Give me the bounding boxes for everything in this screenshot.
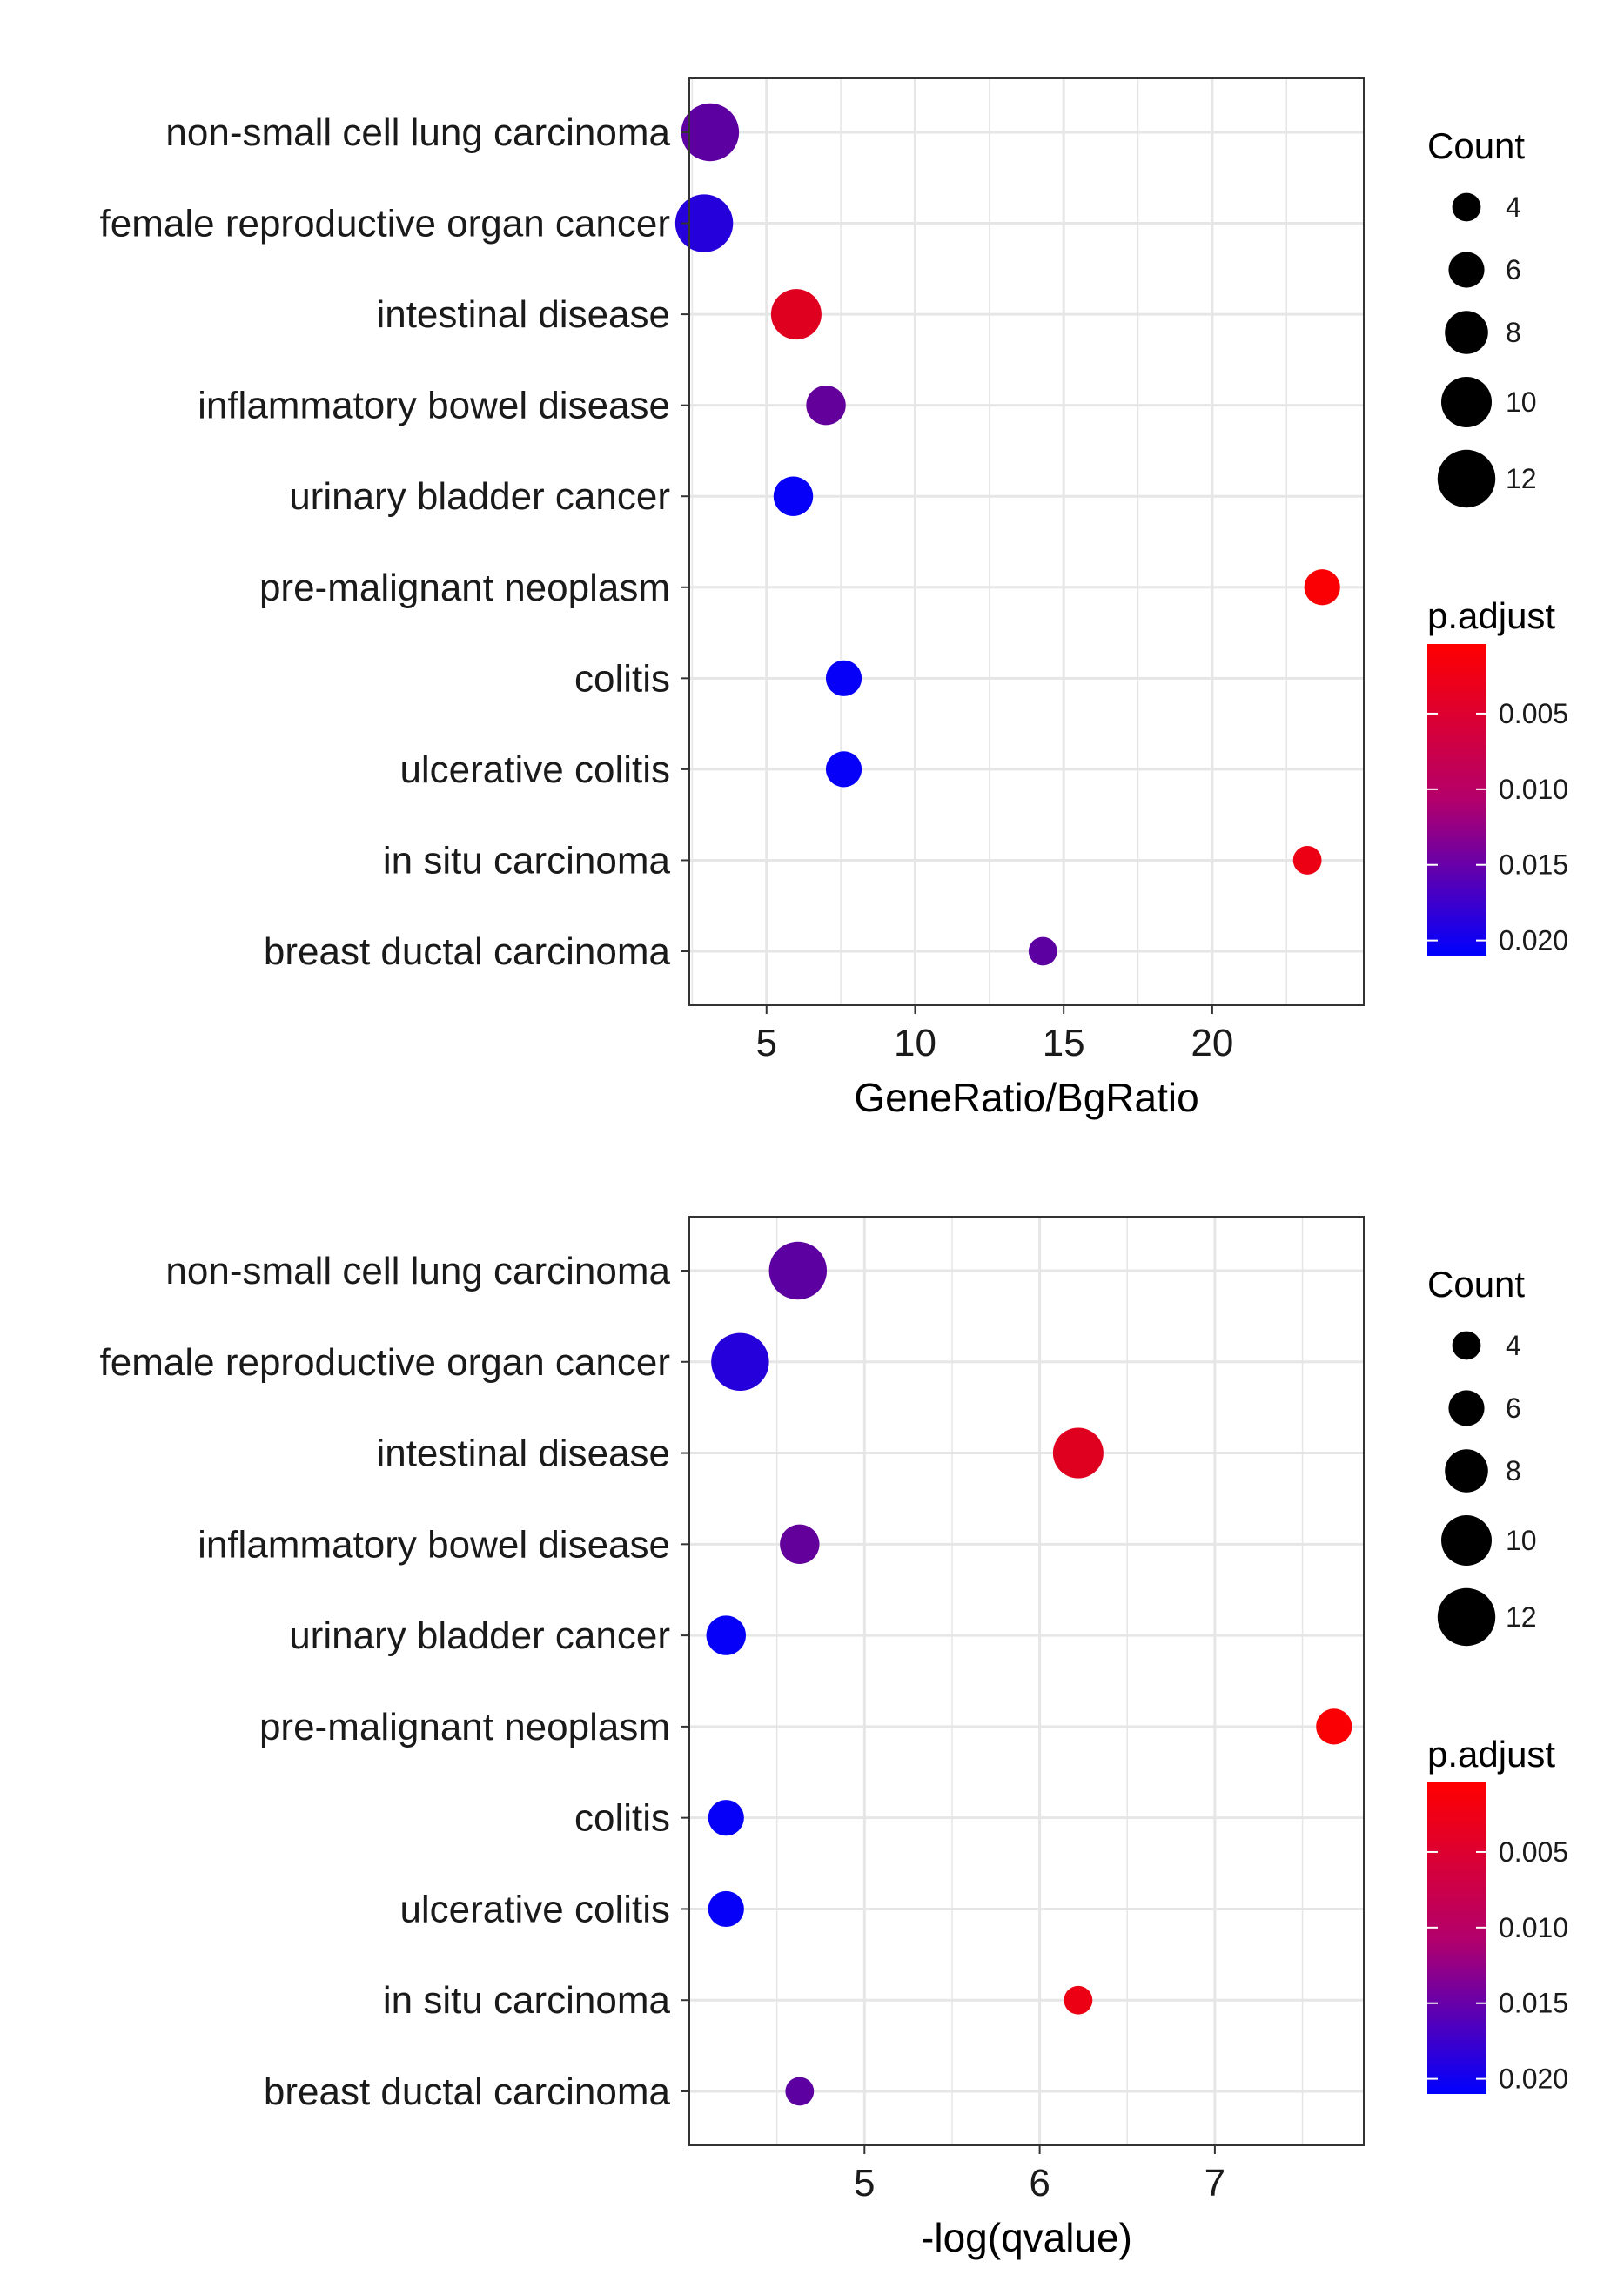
data-point [706, 1615, 746, 1655]
data-point [825, 660, 862, 696]
color-legend-bar [1427, 1782, 1486, 2094]
size-legend-key [1448, 1390, 1485, 1426]
data-point [708, 1800, 744, 1836]
color-legend-label: 0.010 [1499, 774, 1568, 805]
color-legend-label: 0.005 [1499, 698, 1568, 729]
color-legend-label: 0.020 [1499, 2064, 1568, 2095]
data-point [1304, 569, 1340, 606]
y-tick-label: female reproductive organ cancer [100, 1341, 670, 1384]
size-legend-label: 12 [1506, 463, 1537, 494]
data-point [780, 1524, 820, 1565]
y-tick-label: in situ carcinoma [383, 839, 671, 882]
y-tick-label: colitis [574, 657, 670, 700]
size-legend-label: 8 [1506, 1455, 1521, 1486]
data-point [773, 476, 814, 516]
qvalue-dot-plot: non-small cell lung carcinoma female repr… [100, 1216, 1568, 2260]
y-tick-label: urinary bladder cancer [289, 475, 670, 518]
x-tick-label: 6 [1029, 2162, 1050, 2205]
color-legend-label: 0.020 [1499, 925, 1568, 956]
x-axis-title: -log(qvalue) [921, 2215, 1132, 2260]
y-tick-label: pre-malignant neoplasm [259, 1706, 670, 1748]
size-legend-label: 4 [1506, 1330, 1521, 1361]
plot-panel-border [688, 1216, 1365, 2146]
size-legend-key [1441, 377, 1492, 427]
size-legend-key [1445, 311, 1488, 354]
size-legend-key [1445, 1449, 1488, 1493]
y-tick-label: intestinal disease [376, 1433, 670, 1475]
data-point [770, 289, 822, 340]
data-point [711, 1332, 769, 1391]
plot-panel-background [689, 78, 1364, 1005]
x-tick-label: 20 [1191, 1022, 1233, 1064]
x-tick-label: 5 [854, 2162, 875, 2205]
x-axis-title: GeneRatio/BgRatio [854, 1075, 1198, 1120]
size-legend-label: 10 [1506, 1525, 1537, 1556]
x-tick-label: 5 [756, 1022, 777, 1064]
size-legend-key [1437, 1587, 1496, 1647]
y-tick-label: ulcerative colitis [399, 748, 670, 791]
y-tick-label: female reproductive organ cancer [100, 203, 670, 245]
size-legend-key [1448, 252, 1485, 288]
size-legend-label: 4 [1506, 191, 1521, 223]
y-tick-label: non-small cell lung carcinoma [165, 1250, 670, 1292]
data-point [1028, 936, 1057, 966]
y-tick-label: inflammatory bowel disease [198, 385, 670, 427]
y-tick-label: inflammatory bowel disease [198, 1523, 670, 1566]
color-legend-label: 0.015 [1499, 1988, 1568, 2019]
y-tick-label: pre-malignant neoplasm [259, 567, 670, 609]
size-legend-title: Count [1427, 125, 1525, 166]
size-legend-label: 10 [1506, 386, 1537, 418]
data-point [681, 103, 740, 162]
size-legend-label: 12 [1506, 1601, 1537, 1633]
x-tick-label: 7 [1205, 2162, 1225, 2205]
color-legend-label: 0.005 [1499, 1836, 1568, 1868]
size-legend-title: Count [1427, 1264, 1525, 1305]
y-tick-label: intestinal disease [376, 293, 670, 336]
data-point [806, 385, 846, 426]
data-point [1316, 1708, 1352, 1745]
data-point [1064, 1985, 1093, 2015]
size-legend-label: 8 [1506, 317, 1521, 348]
size-legend-key [1437, 449, 1496, 508]
size-legend-key [1452, 1331, 1481, 1360]
data-point [768, 1241, 828, 1300]
data-point [1052, 1427, 1104, 1479]
plot-panel-border [688, 77, 1365, 1006]
size-legend-label: 6 [1506, 254, 1521, 285]
color-legend-title: p.adjust [1427, 1734, 1555, 1775]
y-tick-label: non-small cell lung carcinoma [165, 111, 670, 154]
data-point [1292, 846, 1322, 875]
data-point [708, 1890, 744, 1928]
y-tick-label: colitis [574, 1797, 670, 1840]
plot-panel-background [689, 1217, 1364, 2145]
data-point [825, 751, 862, 788]
y-tick-label: urinary bladder cancer [289, 1614, 670, 1657]
size-legend-key [1441, 1515, 1492, 1566]
y-tick-label: ulcerative colitis [399, 1888, 670, 1930]
y-tick-label: in situ carcinoma [383, 1979, 671, 2022]
x-tick-label: 10 [894, 1022, 936, 1064]
color-legend-label: 0.010 [1499, 1912, 1568, 1943]
gene-ratio-dot-plot: non-small cell lung carcinoma female repr… [100, 77, 1568, 1120]
color-legend-title: p.adjust [1427, 595, 1555, 636]
data-point [785, 2077, 815, 2106]
size-legend-label: 6 [1506, 1393, 1521, 1424]
color-legend-label: 0.015 [1499, 849, 1568, 881]
color-legend-bar [1427, 644, 1486, 956]
y-tick-label: breast ductal carcinoma [264, 930, 671, 973]
size-legend-key [1452, 192, 1481, 222]
y-tick-label: breast ductal carcinoma [264, 2070, 671, 2113]
x-tick-label: 15 [1043, 1022, 1085, 1064]
